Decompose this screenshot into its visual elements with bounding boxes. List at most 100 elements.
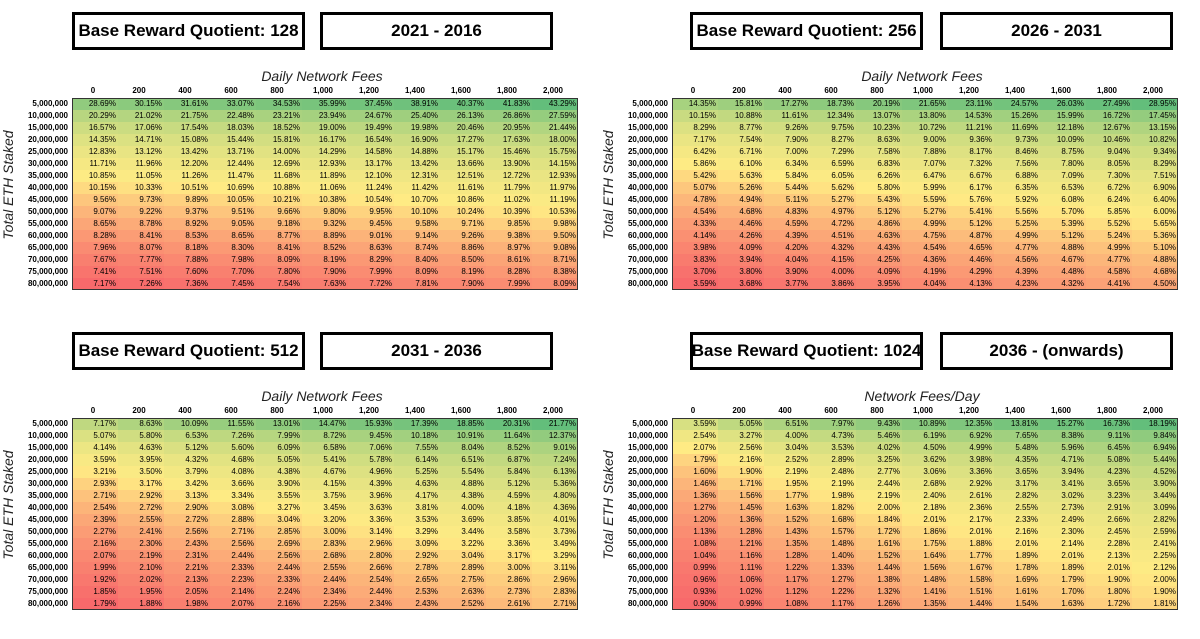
heatmap-cell: 1.16%: [718, 550, 764, 562]
heatmap-cell: 11.02%: [486, 194, 532, 206]
heatmap-cell: 5.12%: [948, 218, 994, 230]
heatmap-cell: 2.27%: [72, 526, 118, 538]
row-header: 25,000,000: [27, 467, 68, 476]
heatmap-cell: 5.36%: [1132, 230, 1178, 242]
heatmap-cell: 2.41%: [118, 526, 164, 538]
heatmap-cell: 1.79%: [672, 454, 718, 466]
heatmap-cell: 1.45%: [718, 502, 764, 514]
heatmap-cell: 3.65%: [994, 466, 1040, 478]
heatmap-cell: 13.42%: [394, 158, 440, 170]
heatmap-cell: 2.19%: [118, 550, 164, 562]
heatmap-cell: 4.50%: [902, 442, 948, 454]
heatmap-cell: 4.36%: [532, 502, 578, 514]
row-header: 5,000,000: [632, 99, 668, 108]
heatmap-cell: 6.90%: [1132, 182, 1178, 194]
heatmap-cell: 5.05%: [256, 454, 302, 466]
column-header: 1,200: [958, 86, 980, 95]
heatmap-cell: 2.65%: [394, 574, 440, 586]
heatmap-cell: 4.83%: [764, 206, 810, 218]
heatmap-cell: 10.09%: [1040, 134, 1086, 146]
heatmap-cell: 4.39%: [764, 230, 810, 242]
heatmap-cell: 4.99%: [948, 442, 994, 454]
heatmap-cell: 4.68%: [718, 206, 764, 218]
heatmap-cell: 2.55%: [302, 562, 348, 574]
heatmap-cell: 1.52%: [764, 514, 810, 526]
heatmap-cell: 10.10%: [394, 206, 440, 218]
heatmap-cell: 4.35%: [994, 454, 1040, 466]
heatmap-cell: 23.11%: [948, 98, 994, 110]
heatmap-cell: 15.46%: [486, 146, 532, 158]
heatmap-cell: 16.90%: [394, 134, 440, 146]
row-header: 80,000,000: [27, 599, 68, 608]
heatmap-cell: 15.26%: [994, 110, 1040, 122]
heatmap-cell: 10.70%: [394, 194, 440, 206]
row-header: 40,000,000: [627, 183, 668, 192]
heatmap-cell: 2.44%: [348, 586, 394, 598]
heatmap-cell: 4.63%: [856, 230, 902, 242]
heatmap-cell: 40.37%: [440, 98, 486, 110]
heatmap-cell: 18.00%: [532, 134, 578, 146]
heatmap-cell: 3.21%: [72, 466, 118, 478]
year-range-label: 2021 - 2016: [320, 12, 553, 50]
heatmap-cell: 5.63%: [718, 170, 764, 182]
row-header: 75,000,000: [27, 267, 68, 276]
heatmap-cell: 8.63%: [348, 242, 394, 254]
row-header: 75,000,000: [27, 587, 68, 596]
column-header: 400: [778, 86, 792, 95]
heatmap-cell: 5.12%: [486, 478, 532, 490]
heatmap-cell: 1.95%: [764, 478, 810, 490]
heatmap-cell: 17.45%: [1132, 110, 1178, 122]
heatmap-cell: 3.94%: [1040, 466, 1086, 478]
heatmap-cell: 4.99%: [994, 230, 1040, 242]
heatmap-cell: 9.51%: [210, 206, 256, 218]
column-header: 1,000: [312, 406, 334, 415]
heatmap-cell: 10.51%: [164, 182, 210, 194]
heatmap-cell: 10.15%: [72, 182, 118, 194]
heatmap-cell: 7.70%: [210, 266, 256, 278]
row-header: 60,000,000: [627, 551, 668, 560]
column-header: 200: [132, 86, 146, 95]
heatmap-cell: 7.24%: [532, 454, 578, 466]
heatmap-cell: 2.28%: [1086, 538, 1132, 550]
heatmap-cell: 1.99%: [72, 562, 118, 574]
heatmap-cell: 3.59%: [72, 454, 118, 466]
heatmap-cell: 12.35%: [948, 418, 994, 430]
heatmap-cell: 7.09%: [1040, 170, 1086, 182]
row-header: 60,000,000: [27, 231, 68, 240]
heatmap-cell: 14.88%: [394, 146, 440, 158]
heatmap-cell: 0.96%: [672, 574, 718, 586]
base-reward-quotient-label: Base Reward Quotient: 256: [690, 12, 923, 50]
heatmap-cell: 9.45%: [348, 218, 394, 230]
row-header: 50,000,000: [627, 527, 668, 536]
heatmap-cell: 7.65%: [994, 430, 1040, 442]
heatmap-cell: 8.19%: [440, 266, 486, 278]
heatmap-cell: 5.05%: [718, 418, 764, 430]
heatmap-cell: 1.92%: [72, 574, 118, 586]
heatmap-cell: 12.18%: [1040, 122, 1086, 134]
heatmap-cell: 2.44%: [302, 574, 348, 586]
heatmap-cell: 9.07%: [72, 206, 118, 218]
heatmap-cell: 8.17%: [948, 146, 994, 158]
heatmap-cell: 5.92%: [994, 194, 1040, 206]
heatmap-cell: 6.13%: [532, 466, 578, 478]
heatmap-cell: 12.83%: [72, 146, 118, 158]
heatmap-cell: 1.13%: [672, 526, 718, 538]
heatmap-cell: 2.52%: [764, 454, 810, 466]
heatmap-cell: 9.43%: [856, 418, 902, 430]
heatmap-cell: 1.33%: [810, 562, 856, 574]
heatmap-cell: 1.27%: [810, 574, 856, 586]
heatmap-cell: 4.67%: [302, 466, 348, 478]
heatmap-cell: 3.65%: [1086, 478, 1132, 490]
heatmap-cell: 19.49%: [348, 122, 394, 134]
heatmap-cell: 10.53%: [532, 206, 578, 218]
row-header: 35,000,000: [627, 491, 668, 500]
row-header: 55,000,000: [627, 539, 668, 548]
heatmap-cell: 20.46%: [440, 122, 486, 134]
heatmap-cell: 3.75%: [302, 490, 348, 502]
heatmap-cell: 2.89%: [810, 454, 856, 466]
heatmap-cell: 12.44%: [210, 158, 256, 170]
heatmap-cell: 26.13%: [440, 110, 486, 122]
heatmap-cell: 5.84%: [486, 466, 532, 478]
heatmap-cell: 1.32%: [856, 586, 902, 598]
heatmap-cell: 2.14%: [1040, 538, 1086, 550]
